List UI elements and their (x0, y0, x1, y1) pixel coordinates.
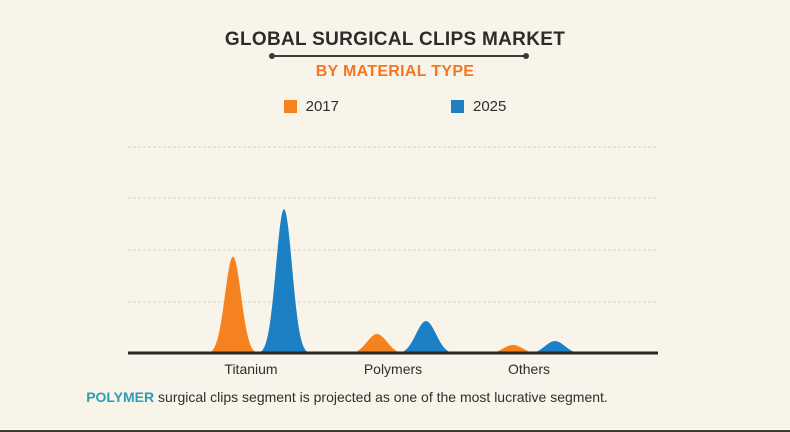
legend-swatch-2025 (451, 100, 464, 113)
chart-legend: 2017 2025 (0, 98, 790, 115)
peak-titanium-2025 (255, 209, 313, 354)
title-divider (269, 53, 529, 59)
divider-left-dot (269, 53, 275, 59)
chart-subtitle: BY MATERIAL TYPE (315, 63, 475, 80)
x-axis-label-polymers: Polymers (363, 361, 423, 377)
peak-polymers-2025 (390, 321, 462, 354)
divider-right-dot (523, 53, 529, 59)
peak-others-2017 (477, 344, 549, 354)
peak-others-2025 (519, 341, 591, 354)
caption-text: surgical clips segment is projected as o… (154, 389, 608, 405)
legend-item-2017: 2017 (283, 98, 339, 115)
caption-highlight: POLYMER (86, 389, 155, 405)
chart-title: GLOBAL SURGICAL CLIPS MARKET (224, 29, 566, 50)
legend-swatch-2017 (283, 100, 297, 113)
legend-label-2025: 2025 (473, 98, 507, 115)
peak-titanium-2017 (204, 256, 262, 354)
legend-label-2017: 2017 (305, 98, 339, 115)
peak-polymers-2017 (341, 334, 413, 354)
caption: POLYMER surgical clips segment is projec… (0, 389, 694, 405)
x-axis-label-titanium: Titanium (224, 361, 278, 377)
bottom-bar (0, 429, 790, 432)
x-axis-label-others: Others (507, 361, 551, 377)
legend-item-2025: 2025 (451, 98, 506, 115)
